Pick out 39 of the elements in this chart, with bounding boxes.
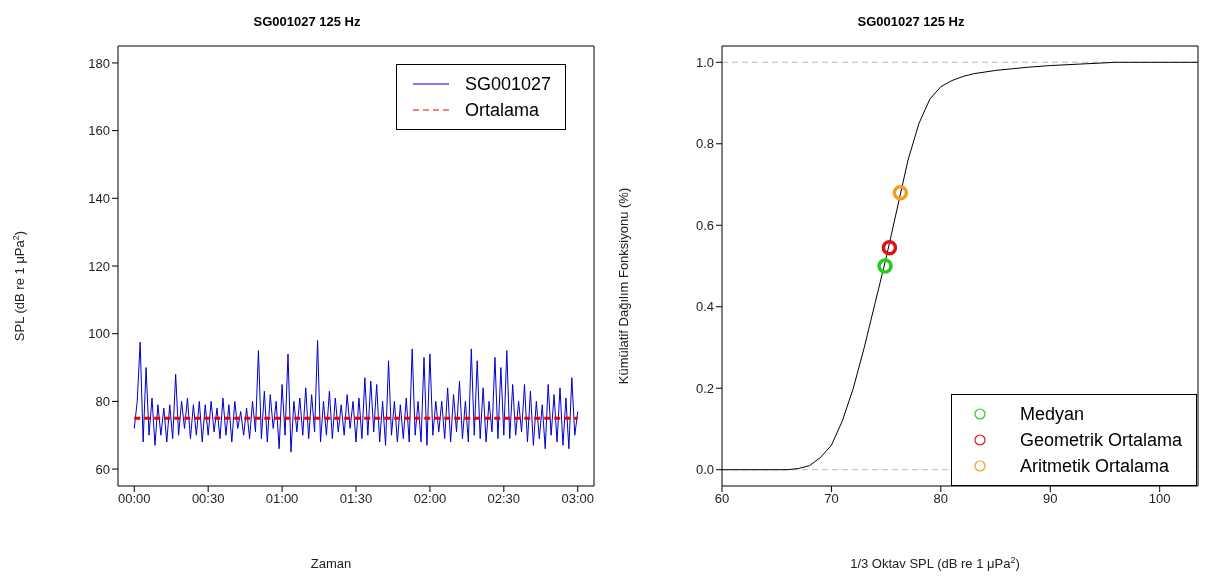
x-tick-label: 01:30 [339, 491, 373, 507]
y-tick-label: 1.0 [695, 54, 714, 70]
y-tick-label: 0.6 [695, 217, 714, 233]
point [877, 258, 893, 274]
legend-label: Medyan [1019, 403, 1084, 426]
chart-title: SG001027 125 Hz [252, 13, 362, 31]
x-tick-label: 03:00 [561, 491, 595, 507]
x-tick-label: 60 [714, 491, 730, 507]
x-tick-label: 02:30 [487, 491, 521, 507]
x-tick-label: 70 [824, 491, 839, 507]
x-tick-label: 00:30 [191, 491, 225, 507]
y-tick-label: 180 [88, 55, 110, 71]
y-tick-label: 60 [95, 461, 110, 477]
y-tick-label: 0.4 [695, 299, 714, 315]
x-tick-label: 01:00 [265, 491, 299, 507]
y-tick-label: 120 [88, 258, 110, 274]
legend-label: Ortalama [464, 99, 539, 122]
y-tick-label: 0.8 [695, 136, 714, 152]
x-tick-label: 90 [1043, 491, 1058, 507]
legend-label: Geometrik Ortalama [1019, 429, 1182, 452]
x-tick-label: 00:00 [117, 491, 151, 507]
chart-title: SG001027 125 Hz [856, 13, 966, 31]
y-axis-title: Kümülatif Dağılım Fonksiyonu (%) [616, 187, 631, 385]
y-tick-label: 160 [88, 123, 110, 139]
legend-label: Aritmetik Ortalama [1019, 455, 1169, 478]
point [881, 239, 898, 256]
x-tick-label: 80 [933, 491, 949, 507]
y-tick-label: 140 [88, 190, 110, 206]
x-axis-title: 1/3 Oktav SPL (dB re 1 μPa$^{2}$) [850, 555, 1020, 571]
y-tick-label: 0.2 [695, 380, 714, 396]
x-tick-label: 100 [1148, 491, 1171, 507]
legend-label: SG001027 [464, 73, 551, 96]
y-tick-label: 80 [95, 394, 110, 409]
x-axis-title: Zaman [310, 556, 352, 571]
line-series [133, 339, 579, 453]
x-tick-label: 02:00 [413, 491, 447, 507]
y-tick-label: 100 [88, 326, 110, 342]
point [892, 184, 909, 201]
y-tick-label: 0.0 [695, 462, 714, 478]
